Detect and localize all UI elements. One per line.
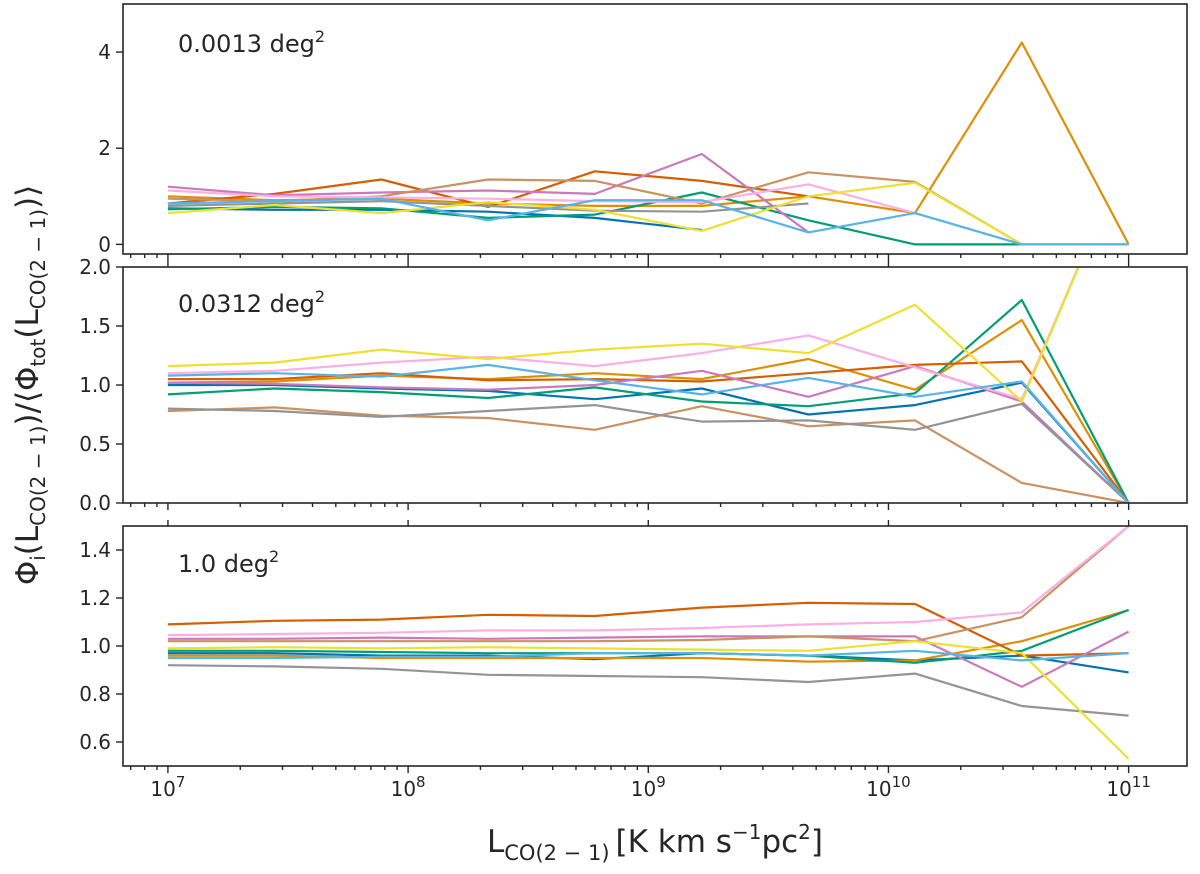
panel-top-label: 0.0013 deg2: [178, 27, 325, 58]
panel-top: 0 2 4 0.0013 deg2: [98, 3, 1188, 261]
series-line-sky: [167, 649, 1129, 662]
y-tick-label: 2: [98, 136, 111, 160]
series-line-sky: [167, 197, 1129, 246]
y-tick-label: 0.5: [79, 432, 111, 456]
panel-middle: 0.0 0.5 1.0 1.5 2.0 0.0312 deg2: [79, 255, 1188, 515]
y-tick-label: 0.0: [79, 491, 111, 515]
series-line-gray: [167, 200, 809, 213]
series-line-dark-blue: [167, 207, 702, 232]
series-line-dark-blue: [167, 381, 1130, 503]
y-tick-label: 2.0: [79, 255, 111, 279]
panel-bottom: 0.6 0.8 1.0 1.2 1.4 1.0 deg2: [79, 520, 1188, 773]
y-tick-label: 0: [98, 232, 111, 256]
y-tick-label: 0.8: [79, 682, 111, 706]
y-axis-label: Φi(LCO(2 − 1))/⟨Φtot(LCO(2 − 1))⟩: [10, 185, 50, 585]
series-line-gray: [167, 664, 1129, 717]
panel-middle-frame: [122, 266, 1188, 504]
panel-top-frame: [122, 3, 1188, 255]
x-tick-label: 109: [631, 773, 666, 801]
y-tick-label: 4: [98, 40, 111, 64]
series-line-yellow: [167, 267, 1080, 403]
x-tick-label: 1011: [1106, 773, 1151, 801]
x-tick-label: 108: [391, 773, 426, 801]
y-tick-label: 1.0: [79, 373, 111, 397]
y-tick-label: 1.0: [79, 634, 111, 658]
panel-middle-label: 0.0312 deg2: [178, 287, 325, 318]
series-line-yellow: [167, 640, 1130, 760]
x-tick-label: 107: [150, 773, 185, 801]
series-line-orange: [167, 319, 1130, 503]
y-tick-label: 1.2: [79, 586, 111, 610]
series-line-purple: [167, 630, 1130, 688]
series-line-vermillion: [167, 360, 1130, 503]
series-line-gray: [167, 402, 1130, 503]
series-line-tan: [167, 526, 1130, 643]
x-tick-labels: 107 108 109 1010 1011: [150, 773, 1150, 801]
series-line-orange: [167, 41, 1130, 245]
y-tick-label: 0.6: [79, 730, 111, 754]
series-line-sky: [167, 363, 1130, 503]
panel-bottom-label: 1.0 deg2: [178, 547, 279, 578]
x-axis-label: LCO(2 − 1) [K km s−1pc2]: [487, 820, 823, 865]
panel-bottom-frame: [122, 525, 1188, 767]
series-line-pink: [167, 267, 1080, 401]
x-tick-label: 1010: [866, 773, 911, 801]
y-tick-label: 1.5: [79, 314, 111, 338]
series-line-dark-blue: [167, 652, 1129, 674]
series-line-yellow: [167, 181, 1129, 246]
series-line-tan: [167, 405, 1129, 503]
series-line-green: [167, 191, 1129, 246]
series-line-pink: [167, 526, 1130, 637]
y-tick-label: 1.4: [79, 538, 111, 562]
series-line-green: [167, 298, 1130, 503]
